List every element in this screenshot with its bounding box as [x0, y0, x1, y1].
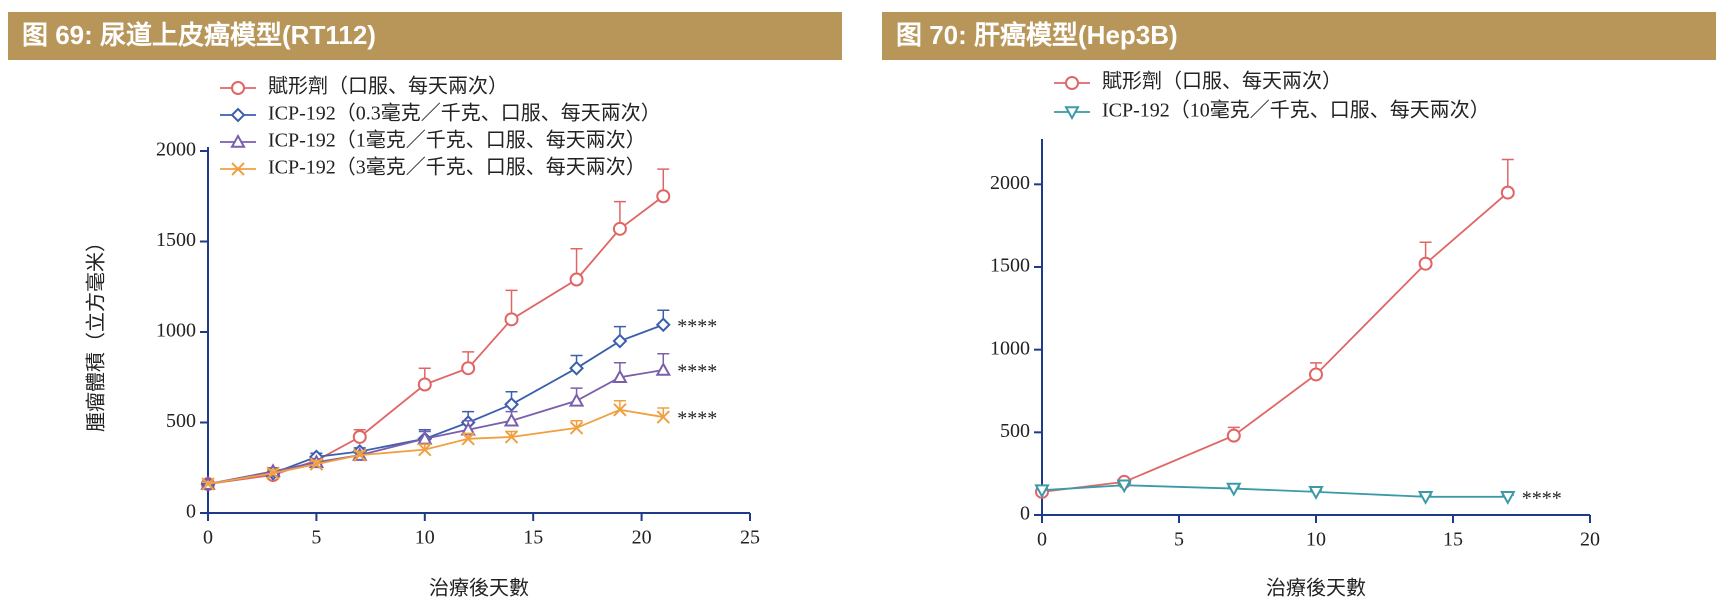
- marker: [309, 457, 324, 471]
- marker: [1226, 482, 1242, 497]
- marker: [612, 221, 627, 236]
- marker: [656, 410, 670, 424]
- marker: [1309, 367, 1323, 382]
- legend-label: ICP-192（3毫克／千克、口服、每天兩次）: [268, 156, 646, 179]
- error-bar: [657, 407, 670, 418]
- marker: [613, 403, 627, 417]
- marker: [1034, 484, 1050, 499]
- marker: [1308, 486, 1324, 500]
- significance-label: ****: [677, 408, 717, 430]
- marker: [461, 432, 475, 446]
- header-bar: [882, 12, 1716, 60]
- legend-label: ICP-192（10毫克／千克、口服、每天兩次）: [1102, 99, 1490, 122]
- error-bar: [613, 400, 626, 410]
- marker: [655, 317, 671, 333]
- series-line: [207, 369, 664, 485]
- marker: [201, 477, 215, 491]
- marker: [231, 162, 245, 176]
- y-tick-label: 1500: [156, 229, 196, 251]
- series-line: [1041, 484, 1508, 498]
- marker: [504, 396, 519, 412]
- marker: [1418, 256, 1433, 271]
- x-tick-label: 25: [740, 527, 760, 549]
- marker: [504, 430, 519, 444]
- marker: [353, 448, 367, 462]
- marker: [230, 107, 246, 123]
- series-line: [1041, 191, 1509, 493]
- x-tick-label: 15: [1443, 529, 1463, 551]
- x-axis-label: 治療後天數: [429, 577, 529, 600]
- y-tick-label: 1500: [990, 255, 1030, 277]
- marker: [504, 312, 519, 327]
- y-tick-label: 2000: [990, 172, 1030, 194]
- marker: [569, 421, 584, 435]
- marker: [417, 377, 432, 392]
- marker: [569, 360, 584, 376]
- legend-label: ICP-192（0.3毫克／千克、口服、每天兩次）: [268, 102, 661, 125]
- marker: [230, 133, 246, 148]
- x-tick-label: 0: [1037, 529, 1047, 551]
- marker: [1065, 76, 1079, 90]
- marker: [612, 333, 628, 349]
- x-tick-label: 0: [203, 527, 213, 549]
- legend-label: 賦形劑（口服、每天兩次）: [268, 75, 508, 98]
- marker: [461, 361, 476, 376]
- marker: [418, 442, 432, 457]
- marker: [569, 272, 584, 287]
- marker: [568, 392, 585, 407]
- x-tick-label: 5: [1174, 529, 1184, 551]
- marker: [655, 361, 671, 376]
- legend-label: 賦形劑（口服、每天兩次）: [1102, 70, 1342, 93]
- y-tick-label: 1000: [990, 337, 1030, 359]
- x-tick-label: 10: [1306, 529, 1326, 551]
- series-line: [207, 195, 664, 485]
- x-tick-label: 15: [523, 527, 543, 549]
- marker: [1500, 491, 1516, 505]
- y-tick-label: 500: [1000, 420, 1030, 442]
- marker: [1226, 428, 1241, 443]
- x-tick-label: 10: [415, 527, 435, 549]
- marker: [231, 81, 245, 95]
- y-tick-label: 2000: [156, 139, 196, 161]
- y-tick-label: 500: [166, 410, 196, 432]
- marker: [503, 412, 520, 427]
- series-line: [207, 408, 664, 485]
- y-axis-label: 腫瘤體積（立方毫米）: [85, 232, 108, 432]
- significance-label: ****: [677, 361, 717, 383]
- legend-label: ICP-192（1毫克／千克、口服、每天兩次）: [268, 129, 646, 152]
- marker: [1116, 479, 1132, 494]
- marker: [266, 466, 280, 480]
- x-axis-label: 治療後天數: [1266, 577, 1366, 600]
- series-line: [207, 323, 664, 485]
- marker: [1417, 491, 1434, 505]
- significance-label: ****: [677, 315, 717, 337]
- header-bar: [8, 12, 842, 60]
- marker: [612, 369, 628, 384]
- y-tick-label: 0: [1020, 503, 1030, 525]
- marker: [1500, 185, 1515, 200]
- marker: [1064, 106, 1080, 121]
- marker: [352, 429, 367, 444]
- x-tick-label: 20: [632, 527, 652, 549]
- significance-label: ****: [1522, 487, 1562, 509]
- x-tick-label: 5: [311, 527, 321, 549]
- x-tick-label: 20: [1580, 529, 1600, 551]
- chart-title: 图 70: 肝癌模型(Hep3B): [896, 20, 1178, 50]
- chart-title: 图 69: 尿道上皮癌模型(RT112): [22, 20, 376, 50]
- y-tick-label: 0: [186, 501, 196, 523]
- y-tick-label: 1000: [156, 320, 196, 342]
- marker: [656, 189, 671, 204]
